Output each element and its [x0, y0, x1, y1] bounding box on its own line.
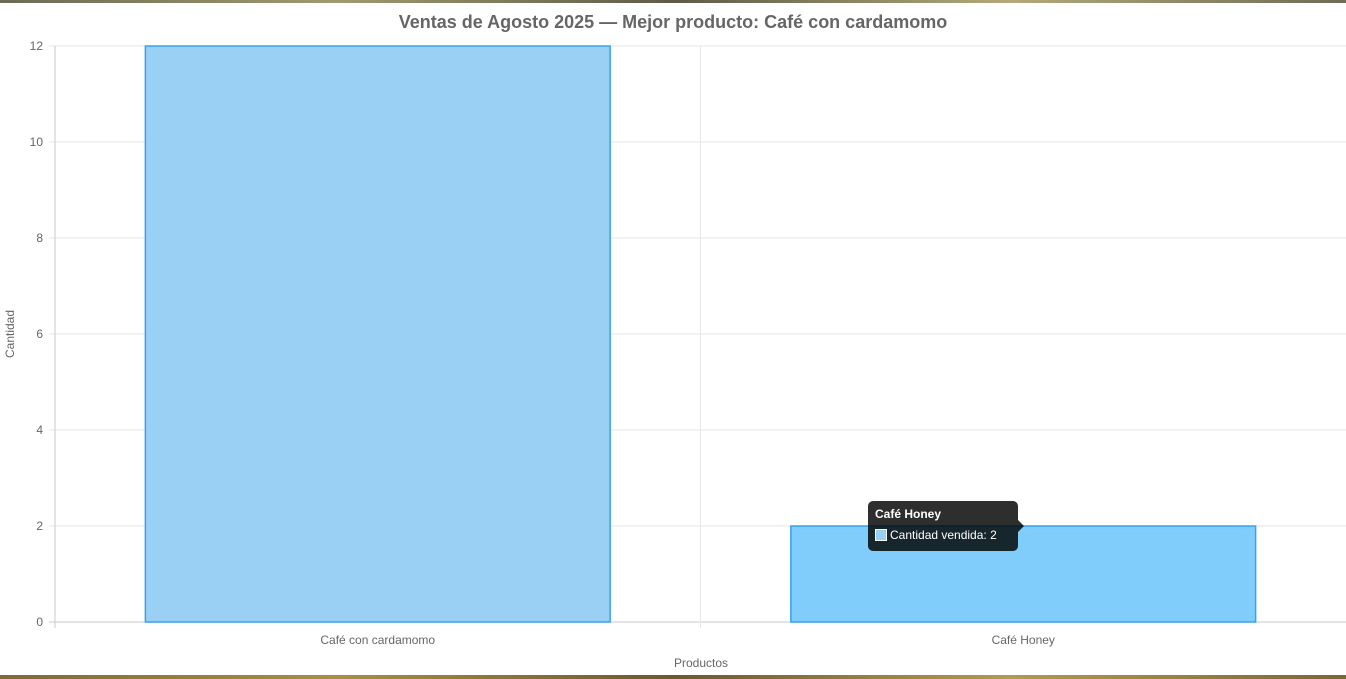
window-frame-bottom [0, 675, 1346, 679]
y-tick-label: 10 [30, 135, 44, 149]
window-frame-top [0, 0, 1346, 3]
x-tick-label: Café con cardamomo [320, 633, 435, 647]
x-axis-label: Productos [674, 656, 728, 670]
tooltip-arrow [1018, 520, 1024, 532]
y-axis-ticks: 0 2 4 6 8 10 12 [30, 39, 44, 629]
x-tick-label: Café Honey [992, 633, 1055, 647]
y-tick-label: 12 [30, 39, 44, 53]
y-tick-label: 4 [36, 423, 43, 437]
y-tick-label: 6 [36, 327, 43, 341]
y-tick-label: 2 [36, 519, 43, 533]
tooltip-title: Café Honey [875, 507, 942, 521]
chart-tooltip: Café Honey Cantidad vendida: 2 [868, 501, 1024, 551]
bar[interactable] [144, 45, 611, 623]
tooltip-row: Cantidad vendida: 2 [875, 528, 1011, 542]
bar[interactable] [790, 525, 1257, 623]
y-axis-label: Cantidad [3, 310, 17, 358]
y-tick-label: 8 [36, 231, 43, 245]
x-axis-ticks: Café con cardamomo Café Honey [320, 633, 1055, 647]
y-tick-label: 0 [36, 615, 43, 629]
chart-title: Ventas de Agosto 2025 — Mejor producto: … [399, 12, 947, 32]
tooltip-label: Cantidad vendida: 2 [890, 528, 997, 542]
tooltip-color-swatch [875, 529, 887, 541]
